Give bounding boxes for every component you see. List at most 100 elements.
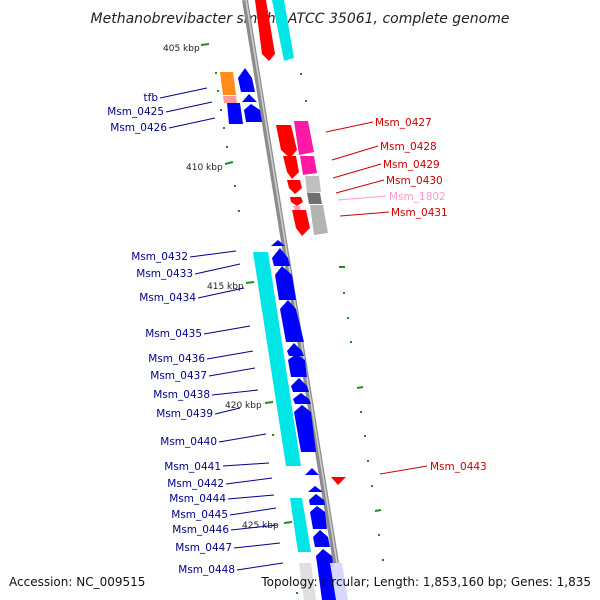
leader-0446 (230, 524, 278, 531)
leader-0437 (208, 367, 256, 377)
leader-0442 (225, 477, 273, 485)
grey-feature-0429[interactable] (305, 176, 321, 193)
pink-feature-0427[interactable] (294, 121, 314, 155)
gene-label-0435[interactable]: Msm_0435 (145, 328, 202, 340)
cyan-feature-bottom[interactable] (290, 498, 311, 552)
minor-tick (356, 386, 364, 389)
reverse-gene-arrow-tfb[interactable] (238, 68, 255, 92)
reverse-gene-arrow-0432[interactable] (271, 240, 285, 246)
forward-gene-labels: Msm_0427 Msm_0428 Msm_0429 Msm_0430 Msm_… (375, 117, 487, 473)
reverse-gene-arrow-0425[interactable] (242, 94, 257, 102)
forward-gene-arrow-0428[interactable] (283, 156, 299, 179)
orange-feature-tfb[interactable] (220, 72, 236, 95)
reverse-gene-arrow-0447[interactable] (316, 549, 338, 600)
gene-label-1802[interactable]: Msm_1802 (389, 191, 446, 203)
reverse-gene-arrow-0433[interactable] (272, 248, 290, 266)
leader-0436 (206, 350, 254, 360)
leader-0432 (189, 250, 237, 258)
forward-label-leaders (325, 121, 428, 475)
leader-0429 (332, 163, 382, 179)
forward-gene-arrow-0443[interactable] (331, 477, 346, 485)
gene-label-0445[interactable]: Msm_0445 (171, 509, 228, 521)
gene-label-0439[interactable]: Msm_0439 (156, 408, 213, 420)
pink-feature-0428[interactable] (300, 156, 317, 175)
cluster-0444-0448[interactable] (290, 486, 348, 600)
gene-label-0434[interactable]: Msm_0434 (139, 292, 196, 304)
right-scale-ticks (300, 73, 384, 561)
gene-label-tfb[interactable]: tfb (144, 92, 159, 104)
gene-label-0432[interactable]: Msm_0432 (131, 251, 188, 263)
gene-label-0430[interactable]: Msm_0430 (386, 175, 443, 187)
top-forward-features[interactable] (255, 0, 294, 61)
cyan-feature-block[interactable] (253, 252, 301, 466)
major-tick-405 (200, 43, 210, 46)
leader-0431 (339, 211, 390, 217)
cluster-0432-0442[interactable] (253, 240, 346, 485)
blue-feature-0426[interactable] (227, 103, 243, 124)
reverse-gene-arrow-0437[interactable] (288, 354, 307, 377)
gene-label-0446[interactable]: Msm_0446 (172, 524, 229, 536)
kbp-label-425: 425 kbp (242, 521, 279, 531)
gene-label-0447[interactable]: Msm_0447 (175, 542, 232, 554)
kbp-labels: 405 kbp 410 kbp 415 kbp 420 kbp 425 kbp (163, 44, 279, 531)
gene-label-0426[interactable]: Msm_0426 (110, 122, 167, 134)
gene-label-0442[interactable]: Msm_0442 (167, 478, 224, 490)
gene-label-0427[interactable]: Msm_0427 (375, 117, 432, 129)
forward-gene-arrow-0427[interactable] (276, 125, 297, 158)
minor-tick (374, 509, 382, 512)
reverse-gene-arrow-0436[interactable] (287, 343, 304, 356)
leader-0434 (197, 287, 245, 299)
gene-label-0431[interactable]: Msm_0431 (391, 207, 448, 219)
major-tick-425 (283, 521, 293, 524)
forward-gene-arrow-0430[interactable] (290, 197, 303, 206)
gene-label-0428[interactable]: Msm_0428 (380, 141, 437, 153)
kbp-label-405: 405 kbp (163, 44, 200, 54)
gene-label-0443[interactable]: Msm_0443 (430, 461, 487, 473)
dark-grey-feature-0430[interactable] (307, 193, 322, 204)
reverse-gene-arrow-0439[interactable] (293, 393, 311, 404)
major-tick-410 (224, 161, 234, 165)
cyan-feature[interactable] (272, 0, 294, 61)
reverse-gene-arrow-0440[interactable] (294, 405, 316, 452)
forward-gene-arrow[interactable] (255, 0, 275, 61)
forward-gene-arrow-0431[interactable] (292, 210, 310, 236)
kbp-label-420: 420 kbp (225, 401, 262, 411)
reverse-gene-arrow-0434[interactable] (275, 266, 296, 300)
map-title: Methanobrevibacter smithii ATCC 35061, c… (91, 11, 510, 27)
cluster-0427-0431[interactable] (276, 121, 328, 236)
gene-label-0444[interactable]: Msm_0444 (169, 493, 226, 505)
lavender-feature[interactable] (330, 563, 348, 600)
pink-feature-tfb[interactable] (223, 96, 237, 103)
reverse-gene-arrow-0442[interactable] (308, 486, 323, 492)
gene-label-0440[interactable]: Msm_0440 (160, 436, 217, 448)
leader-0427 (325, 121, 374, 133)
gene-label-0438[interactable]: Msm_0438 (153, 389, 210, 401)
reverse-gene-arrow-0446[interactable] (313, 530, 330, 547)
grey-feature-bottom[interactable] (299, 563, 316, 600)
gene-label-0437[interactable]: Msm_0437 (150, 370, 207, 382)
pseudo-feature-1802[interactable] (293, 206, 301, 212)
leader-0438 (211, 389, 259, 396)
forward-gene-arrow-0429[interactable] (287, 180, 302, 194)
major-tick-420 (264, 401, 274, 404)
leader-0439 (214, 407, 241, 415)
reverse-label-leaders (159, 87, 284, 571)
reverse-gene-arrow-0444[interactable] (309, 494, 325, 505)
reverse-gene-arrow-0435[interactable] (280, 300, 304, 342)
reverse-gene-arrow-0426[interactable] (244, 104, 262, 122)
reverse-gene-arrow-0445[interactable] (310, 506, 327, 529)
gene-label-0425[interactable]: Msm_0425 (107, 106, 164, 118)
gene-label-0433[interactable]: Msm_0433 (136, 268, 193, 280)
cluster-tfb[interactable] (220, 68, 262, 124)
gene-label-0441[interactable]: Msm_0441 (164, 461, 221, 473)
grey-feature-0431[interactable] (310, 205, 328, 235)
kbp-label-415: 415 kbp (207, 282, 244, 292)
gene-label-0436[interactable]: Msm_0436 (148, 353, 205, 365)
gene-label-0448[interactable]: Msm_0448 (178, 564, 235, 576)
reverse-gene-arrow-0441[interactable] (305, 468, 319, 475)
reverse-gene-arrow-0438[interactable] (291, 378, 309, 392)
leader-0440 (218, 433, 267, 443)
gene-label-0429[interactable]: Msm_0429 (383, 159, 440, 171)
